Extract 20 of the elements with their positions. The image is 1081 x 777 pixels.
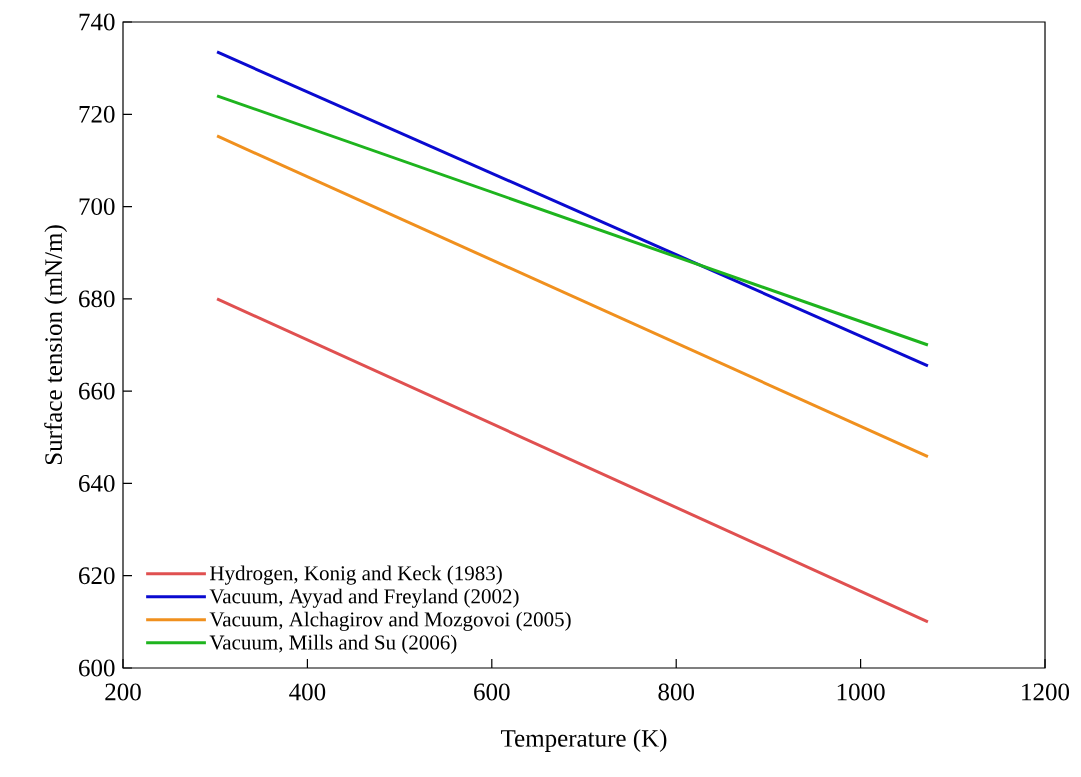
y-tick-label: 700 [79,198,115,216]
y-axis-title: Surface tension (mN/m) [44,225,68,465]
y-tick-label: 600 [79,659,115,677]
y-tick-label: 660 [79,382,115,400]
y-tick-label: 720 [79,105,115,123]
x-axis-title: Temperature (K) [501,729,667,752]
x-tick-label: 1200 [1022,683,1070,701]
legend-label: Hydrogen, Konig and Keck (1983) [210,565,502,585]
y-tick-label: 620 [79,567,115,585]
x-tick-label: 1000 [837,683,885,701]
legend-label: Vacuum, Ayyad and Freyland (2002) [209,588,519,608]
legend-label: Vacuum, Alchagirov and Mozgovoi (2005) [209,611,571,631]
x-tick-label: 600 [474,683,510,701]
x-tick-label: 200 [105,683,141,701]
legend-label: Vacuum, Mills and Su (2006) [209,634,457,654]
y-tick-label: 680 [79,290,115,308]
y-tick-label: 640 [79,474,115,492]
x-tick-label: 400 [289,683,326,701]
x-tick-label: 800 [658,683,694,701]
y-tick-label: 740 [79,13,115,31]
